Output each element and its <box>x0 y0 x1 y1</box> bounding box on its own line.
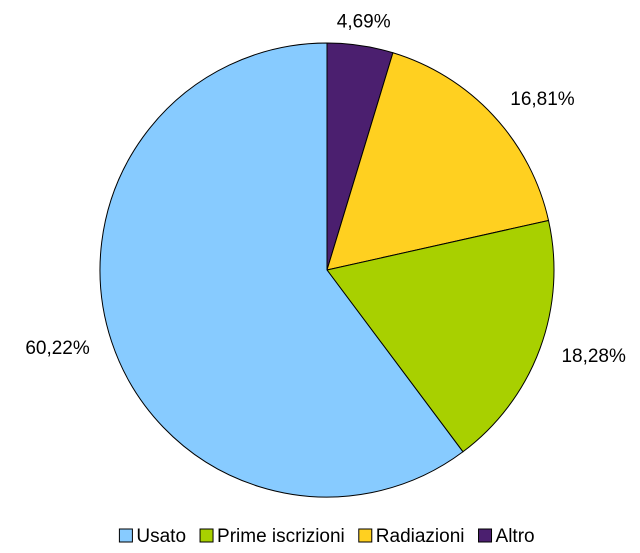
legend-swatch <box>199 528 214 543</box>
pie-slice <box>99 42 464 498</box>
legend-swatch <box>478 528 493 543</box>
data-label: 18,28% <box>561 346 626 367</box>
data-label: 60,22% <box>25 338 90 359</box>
pie-slice <box>326 52 550 271</box>
legend-label: Altro <box>496 526 535 547</box>
legend-swatch <box>358 528 373 543</box>
legend: Usato Prime iscrizioni Radiazioni Altro <box>118 526 535 547</box>
data-label: 16,81% <box>510 89 575 110</box>
data-label: 4,69% <box>337 12 391 33</box>
legend-label: Radiazioni <box>376 526 465 547</box>
pie-slice <box>326 219 555 453</box>
legend-swatch <box>118 528 133 543</box>
legend-label: Prime iscrizioni <box>217 526 345 547</box>
legend-label: Usato <box>136 526 186 547</box>
